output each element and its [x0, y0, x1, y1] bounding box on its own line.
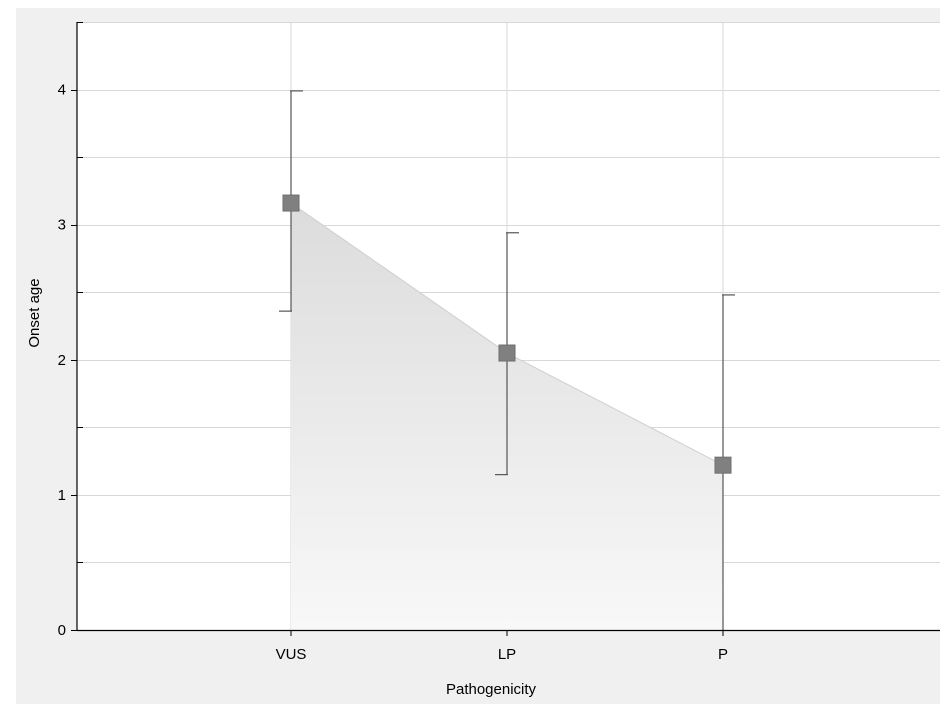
y-tick-label: 3 — [58, 217, 66, 234]
tick-labels: 0 1 2 3 4 VUS LP P — [58, 82, 728, 663]
x-tick-label: P — [718, 646, 728, 663]
y-tick-label: 4 — [58, 82, 66, 99]
x-axis-label: Pathogenicity — [446, 681, 537, 698]
y-tick-label: 2 — [58, 352, 66, 369]
axes — [71, 22, 940, 636]
x-tick-label: VUS — [276, 646, 307, 663]
data-markers — [282, 194, 732, 474]
chart-svg: 0 1 2 3 4 VUS LP P Onset age Pathogenicity — [26, 22, 940, 698]
chart-frame: 0 1 2 3 4 VUS LP P Onset age Pathogenicity — [16, 8, 940, 704]
data-point — [498, 344, 516, 362]
data-point — [714, 456, 732, 474]
y-axis-label: Onset age — [26, 278, 43, 347]
data-point — [282, 194, 300, 212]
y-tick-label: 0 — [58, 622, 66, 639]
y-tick-label: 1 — [58, 487, 66, 504]
x-tick-label: LP — [498, 646, 516, 663]
